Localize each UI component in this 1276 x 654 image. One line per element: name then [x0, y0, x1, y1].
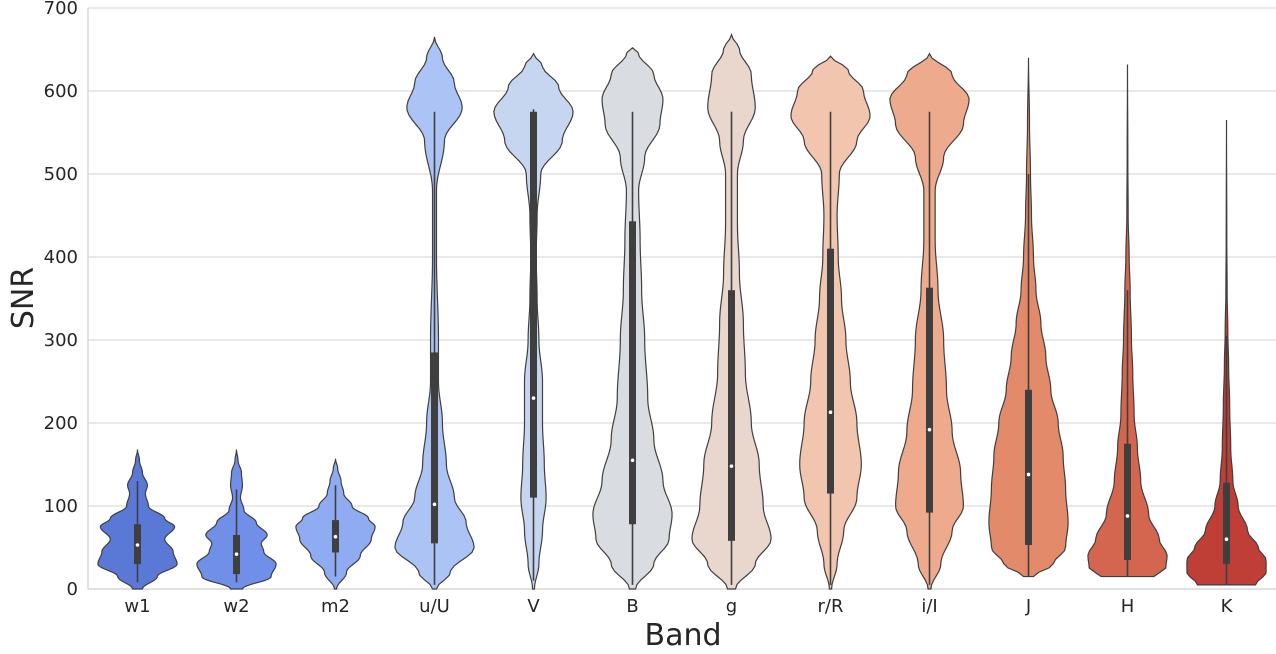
y-tick-label: 500 — [44, 164, 78, 185]
violin-w2 — [196, 449, 277, 590]
violin-iqr-box — [1025, 389, 1032, 546]
violin-iqr-box — [926, 287, 933, 513]
violin-median — [630, 458, 635, 463]
violin-iqr-box — [1223, 482, 1230, 565]
violin-median — [828, 410, 833, 415]
y-axis-ticks: 0 100 200 300 400 500 600 700 — [44, 0, 78, 600]
violin-iqr-box — [827, 248, 834, 494]
violin-median — [333, 534, 338, 539]
violin-iqr-box — [629, 221, 636, 525]
axis-frame — [87, 8, 1276, 590]
violin-h — [1087, 64, 1168, 578]
violin-iqr-box — [530, 111, 537, 498]
x-tick-label: g — [726, 596, 737, 617]
x-tick-label: V — [527, 596, 540, 617]
violin-k — [1186, 120, 1267, 586]
violin-iqr-box — [1124, 443, 1131, 560]
violin-median — [135, 543, 140, 547]
x-tick-label: w1 — [124, 596, 150, 617]
y-tick-label: 600 — [44, 81, 78, 102]
y-tick-label: 0 — [67, 579, 78, 600]
x-axis-title: Band — [644, 618, 721, 653]
violin-iqr-box — [431, 352, 438, 544]
violin-median — [234, 552, 239, 556]
y-tick-label: 700 — [44, 0, 78, 19]
x-tick-label: H — [1121, 596, 1135, 617]
x-tick-label: J — [1025, 596, 1031, 617]
x-tick-label: w2 — [223, 596, 249, 617]
violin-iqr-box — [728, 290, 735, 541]
violins — [97, 32, 1267, 590]
violin-w1 — [97, 449, 178, 590]
violin-uu — [394, 36, 475, 590]
y-tick-label: 200 — [44, 413, 78, 434]
violin-median — [1125, 514, 1130, 518]
y-tick-label: 100 — [44, 496, 78, 517]
x-tick-label: u/U — [419, 596, 450, 617]
x-tick-label: K — [1221, 596, 1234, 617]
x-tick-label: B — [626, 596, 638, 617]
x-tick-label: i/I — [921, 596, 937, 617]
y-tick-label: 300 — [44, 330, 78, 351]
violin-median — [1026, 472, 1031, 477]
violin-b — [592, 47, 673, 590]
violin-median — [531, 396, 536, 400]
violin-m2 — [295, 458, 376, 590]
x-tick-label: m2 — [321, 596, 350, 617]
x-tick-label: r/R — [818, 596, 844, 617]
violin-ii — [889, 52, 970, 590]
violin-g — [691, 32, 772, 590]
y-axis-title: SNR — [6, 267, 41, 329]
violin-median — [927, 427, 932, 432]
violin-v — [493, 52, 574, 590]
violin-median — [1224, 537, 1229, 541]
violin-j — [988, 57, 1069, 578]
violin-median — [729, 464, 734, 468]
gridlines — [88, 7, 1276, 590]
violin-median — [432, 502, 437, 507]
y-tick-label: 400 — [44, 247, 78, 268]
violin-rr — [790, 55, 871, 590]
